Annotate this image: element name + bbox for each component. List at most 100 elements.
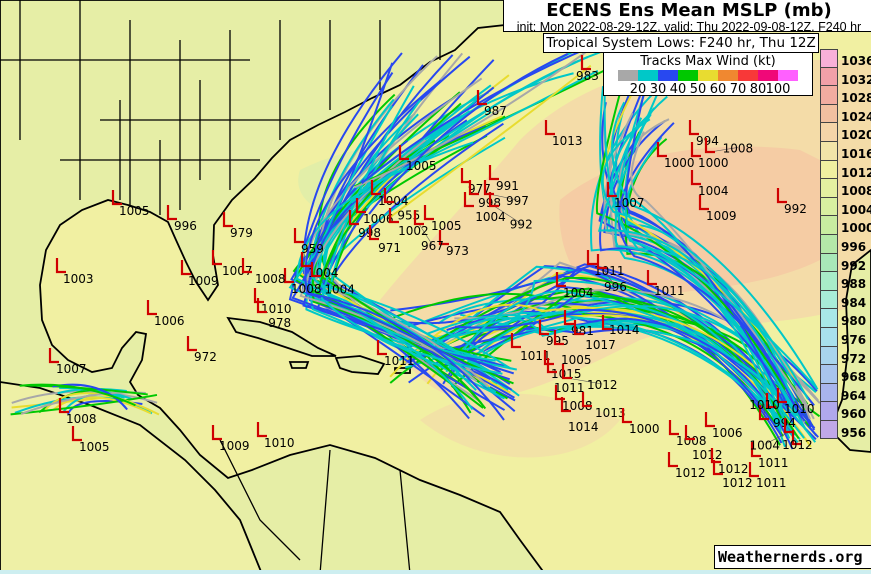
legend-swatch	[718, 70, 738, 81]
low-l-symbol	[688, 120, 699, 136]
low-marker: 992	[776, 188, 807, 216]
low-l-symbol	[71, 426, 82, 442]
low-marker: 1013	[581, 392, 626, 420]
track-line	[601, 118, 809, 400]
low-pressure-label: 1007	[614, 196, 645, 210]
track-line	[307, 139, 491, 381]
low-pressure-label: 1004	[324, 282, 355, 296]
low-l-symbol	[111, 190, 122, 206]
low-pressure-label: 991	[496, 179, 519, 193]
low-marker: 971	[368, 225, 401, 255]
low-l-symbol	[698, 195, 709, 211]
tropical-lows: 9879831013100597799810049919979921004100…	[48, 55, 815, 490]
low-marker: 1008	[58, 398, 97, 426]
colorbar-label: 1012	[841, 165, 871, 180]
track-line	[320, 85, 503, 375]
low-l-symbol	[684, 425, 695, 441]
low-pressure-label: 983	[576, 69, 599, 83]
low-marker: 972	[186, 336, 217, 364]
bottom-strip	[0, 570, 871, 574]
low-marker: 1011	[376, 340, 415, 368]
low-pressure-label: 1012	[587, 378, 618, 392]
low-pressure-label: 971	[378, 241, 401, 255]
colorbar-cell	[820, 216, 838, 235]
low-l-symbol	[438, 230, 449, 246]
low-marker: 1005	[71, 426, 110, 454]
legend-swatch	[758, 70, 778, 81]
colorbar-label: 1032	[841, 72, 871, 87]
colorbar-cell	[820, 272, 838, 291]
low-marker: 1002	[388, 208, 429, 238]
legend-title: Tracks Max Wind (kt)	[640, 54, 776, 69]
low-marker: 1010	[256, 422, 295, 450]
low-l-symbol	[388, 208, 399, 224]
low-pressure-label: 1012	[782, 438, 813, 452]
low-l-symbol	[776, 188, 787, 204]
low-marker: 1012	[667, 452, 706, 480]
low-marker: 1006	[355, 198, 394, 226]
track-line	[454, 308, 790, 403]
low-pressure-label: 979	[230, 226, 253, 240]
low-pressure-label: 1012	[675, 466, 706, 480]
low-l-symbol	[791, 430, 802, 446]
colorbar-cell	[820, 49, 838, 68]
low-pressure-label: 1005	[79, 440, 110, 454]
colorbar-cell	[820, 179, 838, 198]
low-l-symbol	[300, 252, 311, 268]
track-line	[625, 89, 786, 406]
colorbar-cell	[820, 420, 838, 440]
low-pressure-label: 992	[510, 218, 533, 232]
low-marker: 1010	[749, 398, 780, 421]
track-line	[467, 320, 817, 443]
low-l-symbol	[646, 270, 657, 286]
low-l-symbol	[544, 120, 555, 136]
low-l-symbol	[563, 310, 574, 326]
low-l-symbol	[222, 212, 233, 228]
legend-tick: 60	[709, 82, 727, 97]
legend-tick: 70	[729, 82, 747, 97]
low-marker: 1009	[180, 260, 219, 288]
colorbar-label: 1020	[841, 128, 871, 143]
low-l-symbol	[423, 205, 434, 221]
low-pressure-label: 1013	[552, 134, 583, 148]
low-l-symbol	[488, 192, 499, 208]
low-marker: 1009	[211, 425, 250, 453]
low-pressure-label: 1010	[264, 436, 295, 450]
low-l-symbol	[758, 405, 769, 421]
low-l-symbol	[460, 168, 471, 184]
legend-ticks: 20 30 40 50 60 70 80 100	[604, 81, 812, 97]
low-marker: 1014	[560, 397, 599, 434]
low-l-symbol	[621, 408, 632, 424]
label-leader-line	[566, 377, 603, 385]
track-line	[361, 44, 595, 184]
low-marker: 1012	[561, 364, 618, 392]
low-pressure-label: 1011	[654, 284, 685, 298]
low-marker: 1017	[573, 320, 616, 352]
track-line	[602, 87, 802, 387]
low-pressure-label: 1008	[676, 434, 707, 448]
low-marker: 1007	[211, 250, 253, 278]
low-pressure-label: 995	[546, 334, 569, 348]
low-l-symbol	[546, 358, 557, 374]
low-l-symbol	[55, 258, 66, 274]
low-marker: 1006	[704, 412, 743, 440]
track-line	[630, 131, 812, 414]
colorbar-label: 972	[841, 351, 867, 366]
low-pressure-label: 1008	[255, 272, 286, 286]
colorbar-label: 968	[841, 370, 867, 385]
low-pressure-label: 1014	[609, 323, 640, 337]
low-marker: 1000	[656, 142, 695, 170]
colorbar-cell	[820, 365, 838, 384]
low-l-symbol	[186, 336, 197, 352]
legend-swatch	[658, 70, 678, 81]
legend-swatch	[738, 70, 758, 81]
colorbar-label: 984	[841, 295, 867, 310]
low-pressure-label: 996	[604, 280, 627, 294]
low-marker: 1011	[750, 442, 789, 470]
low-pressure-label: 1009	[706, 209, 737, 223]
low-pressure-label: 1017	[585, 338, 616, 352]
credit-label: Weathernerds.org	[714, 545, 871, 569]
legend-tick: 40	[669, 82, 687, 97]
colorbar-label: 1008	[841, 184, 871, 199]
